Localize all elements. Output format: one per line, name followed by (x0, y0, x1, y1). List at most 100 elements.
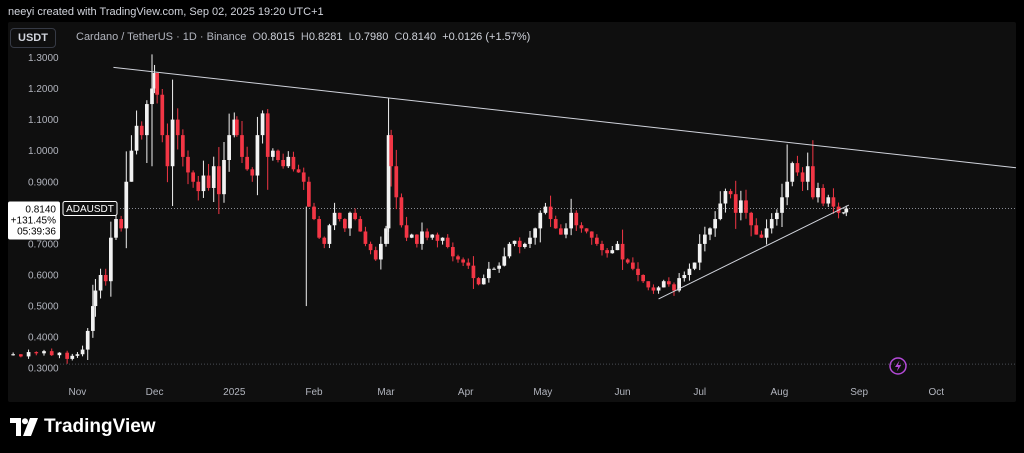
candle (451, 247, 455, 257)
x-tick-label: Jul (693, 387, 706, 398)
candle (656, 287, 661, 291)
candle (49, 351, 54, 356)
y-tick-label: 1.1000 (28, 115, 59, 126)
candle (307, 181, 311, 207)
close-label: C (394, 31, 403, 43)
price-label-countdown: 05:39:36 (17, 226, 56, 237)
candle (775, 212, 779, 220)
candle (492, 268, 496, 270)
candle (165, 135, 170, 167)
candle (600, 243, 604, 251)
candle (811, 166, 815, 198)
candle (610, 250, 615, 254)
candle (70, 355, 75, 359)
candle (672, 284, 676, 291)
candle (821, 187, 825, 204)
candle (152, 72, 157, 89)
candle (471, 265, 476, 279)
candle (595, 237, 599, 244)
y-tick-label: 0.7000 (28, 239, 59, 250)
candle (65, 352, 69, 359)
candle (384, 228, 388, 244)
candle (425, 231, 429, 238)
candle (301, 172, 306, 182)
tradingview-logo[interactable]: TradingView (10, 416, 156, 438)
candle (543, 206, 548, 213)
candle (764, 228, 769, 238)
candle (661, 281, 666, 288)
candle (733, 194, 738, 213)
candle (497, 265, 501, 269)
trendline-support (658, 204, 850, 300)
candle (155, 72, 159, 95)
candle (844, 208, 849, 213)
candle (548, 206, 553, 220)
candle (296, 169, 301, 173)
candle (569, 212, 573, 229)
candle (456, 256, 460, 260)
candle (739, 200, 743, 213)
candle (831, 197, 836, 207)
candle (528, 237, 532, 244)
header-credit: neeyi created with TradingView.com, Sep … (8, 6, 324, 18)
x-tick-label: Feb (305, 387, 323, 398)
candle (201, 175, 206, 192)
candle (409, 234, 414, 238)
candle (343, 219, 347, 229)
candle (523, 243, 527, 248)
candle (337, 212, 342, 220)
candle (564, 228, 568, 235)
candle (85, 330, 90, 350)
candle (749, 212, 753, 226)
candle (584, 228, 589, 232)
candle (160, 94, 165, 136)
y-tick-label: 0.9000 (28, 177, 59, 188)
candle (394, 166, 399, 198)
candle (312, 206, 316, 220)
x-tick-label: Nov (69, 387, 87, 398)
candle (466, 262, 471, 266)
candle (718, 203, 723, 220)
high-label: H (300, 31, 309, 43)
candle (795, 163, 800, 173)
lightning-icon-bolt (895, 360, 902, 372)
x-tick-label: Aug (771, 387, 789, 398)
x-tick-label: May (533, 387, 552, 398)
candlestick-chart[interactable]: 1.30001.20001.10001.00000.90000.80000.70… (0, 0, 1024, 410)
candle (181, 135, 185, 157)
candle (744, 200, 748, 213)
candle (841, 212, 846, 214)
candle (91, 306, 95, 331)
candle (368, 243, 373, 251)
candle (769, 219, 774, 229)
candle (816, 187, 820, 198)
symbol-info: Cardano / TetherUS · 1D · Binance O0.801… (76, 31, 530, 43)
candle (235, 119, 239, 136)
price-label-box (8, 201, 60, 240)
currency-button[interactable]: USDT (10, 28, 56, 48)
candle (57, 352, 62, 356)
candle (265, 113, 270, 157)
candle (103, 274, 108, 282)
candle (227, 135, 231, 160)
x-tick-label: Jun (615, 387, 631, 398)
candle (800, 172, 805, 182)
candle (579, 225, 584, 229)
candle (553, 219, 558, 229)
candle (363, 231, 368, 244)
candle (175, 119, 180, 136)
candle (620, 243, 625, 260)
y-tick-label: 0.5000 (28, 302, 59, 313)
candle (145, 104, 149, 136)
candle (461, 259, 465, 263)
candle (687, 268, 692, 275)
x-tick-label: Dec (146, 387, 164, 398)
candle (286, 156, 291, 167)
ticker-label-box (62, 200, 118, 216)
logo-text: TradingView (44, 416, 156, 437)
y-tick-label: 1.0000 (28, 146, 59, 157)
candle (98, 274, 103, 291)
y-tick-label: 1.3000 (28, 53, 59, 64)
candle (682, 274, 687, 279)
candle (636, 268, 640, 275)
